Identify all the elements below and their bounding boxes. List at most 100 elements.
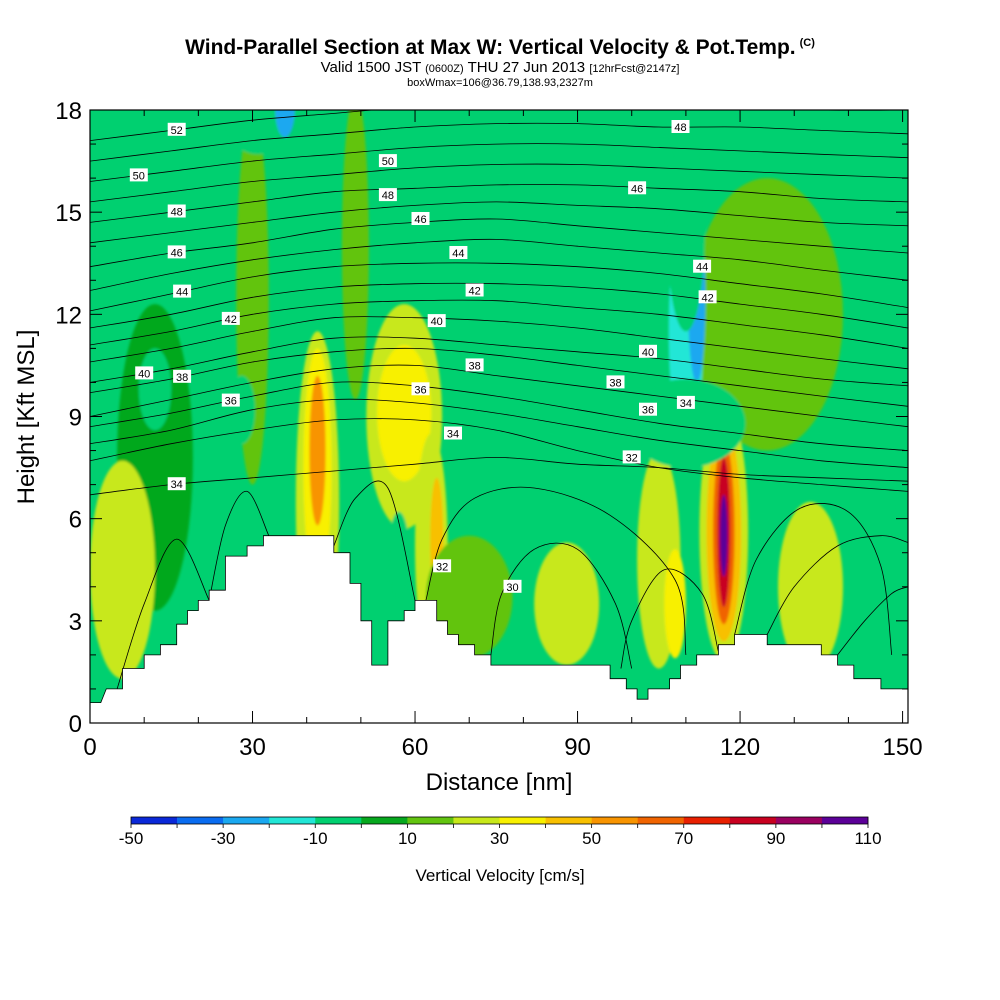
isentrope-line — [620, 568, 719, 669]
colorbar-swatch — [361, 817, 408, 824]
isentrope-line — [90, 418, 908, 492]
svg-text:46: 46 — [631, 183, 643, 195]
svg-text:32: 32 — [626, 452, 638, 464]
svg-text:46: 46 — [171, 247, 183, 259]
svg-text:36: 36 — [642, 405, 654, 417]
isentrope-line — [90, 456, 908, 496]
isentrope-line — [766, 535, 908, 635]
x-tick-label: 30 — [239, 734, 266, 761]
velocity-region — [891, 440, 908, 529]
colorbar-label: Vertical Velocity [cm/s] — [415, 866, 584, 885]
y-axis-label: Height [Kft MSL] — [13, 330, 40, 505]
velocity-region — [691, 178, 843, 451]
svg-text:44: 44 — [696, 262, 708, 274]
isentrope-label: 32 — [433, 559, 452, 573]
colorbar-tick-label: 70 — [674, 829, 693, 848]
x-axis-label: Distance [nm] — [426, 769, 573, 796]
colorbar-swatch — [407, 817, 454, 824]
colorbar-tick-label: 50 — [582, 829, 601, 848]
isentrope-line — [116, 538, 210, 690]
isentrope-label: 46 — [628, 181, 647, 195]
isentrope-label: 44 — [173, 284, 192, 299]
svg-text:36: 36 — [225, 396, 237, 408]
plot-area: 34 36 38 40 42 44 46 48 50 52 32 30 50 48 46 44 42 40 38 36… — [90, 110, 908, 723]
isentrope-label: 40 — [639, 344, 657, 359]
terrain — [90, 535, 908, 723]
isentrope-label: 34 — [167, 477, 186, 491]
x-tick-label: 60 — [402, 734, 429, 761]
isentrope-line — [837, 586, 908, 656]
velocity-region — [778, 501, 843, 672]
isentrope-line — [90, 184, 908, 223]
velocity-region — [534, 542, 600, 666]
svg-text:42: 42 — [701, 292, 713, 304]
isentrope-line — [333, 480, 416, 601]
colorbar-swatch — [453, 817, 500, 824]
colorbar-tick-label: -50 — [119, 829, 144, 848]
svg-text:46: 46 — [414, 214, 426, 226]
colorbar-tick-label: 10 — [398, 829, 417, 848]
isentrope-line — [90, 110, 908, 141]
isentrope-line — [425, 486, 687, 655]
colorbar-swatch — [177, 817, 224, 824]
chart-subtitle: Valid 1500 JST (0600Z) THU 27 Jun 2013 [… — [320, 59, 680, 76]
velocity-regions — [90, 110, 908, 700]
svg-text:40: 40 — [431, 316, 443, 328]
x-tick-label: 150 — [883, 734, 923, 761]
colorbar-swatch — [683, 817, 731, 824]
svg-text:48: 48 — [382, 190, 394, 202]
y-tick-label: 6 — [69, 507, 82, 534]
chart-subtitle-box: boxWmax=106@36.79,138.93,2327m — [407, 77, 593, 89]
colorbar-swatch — [821, 817, 869, 824]
svg-text:32: 32 — [436, 561, 448, 573]
svg-text:50: 50 — [133, 170, 145, 182]
copyright-mark: (C) — [799, 37, 815, 49]
isentrope-line — [90, 143, 908, 182]
svg-text:52: 52 — [171, 125, 183, 137]
colorbar-tick-label: 90 — [766, 829, 785, 848]
isentrope-label: 40 — [135, 366, 154, 380]
velocity-region — [309, 375, 326, 526]
isentrope-label: 52 — [167, 122, 186, 137]
isentrope-line — [90, 163, 908, 203]
isentrope-line — [90, 218, 908, 268]
svg-text:44: 44 — [176, 287, 188, 299]
isentrope-line — [90, 316, 908, 370]
isentrope-label: 50 — [129, 168, 148, 182]
colorbar-swatch — [269, 817, 316, 824]
y-tick-label: 3 — [69, 609, 82, 636]
isentrope-label: 50 — [378, 154, 397, 168]
isentrope-line — [90, 347, 908, 407]
isentrope-label: 36 — [411, 382, 430, 396]
isentrope-label: 36 — [639, 402, 657, 417]
isentrope-label: 38 — [606, 375, 625, 389]
svg-text:38: 38 — [468, 360, 480, 372]
svg-text:30: 30 — [506, 582, 518, 594]
velocity-region — [664, 549, 686, 659]
colorbar-swatch — [223, 817, 270, 824]
velocity-region — [626, 379, 746, 468]
colorbar: -50 -30 -10 10 30 50 70 90 110 — [119, 816, 882, 848]
colorbar-swatch — [545, 817, 592, 824]
isentrope-label: 36 — [221, 393, 240, 408]
colorbar-tick-label: 110 — [854, 829, 881, 848]
colorbar-tick-label: 30 — [490, 829, 509, 848]
velocity-region — [228, 375, 256, 444]
colorbar-swatch — [131, 817, 178, 824]
isentrope-label: 42 — [221, 311, 240, 326]
y-tick-label: 18 — [55, 98, 82, 125]
svg-text:36: 36 — [414, 384, 426, 396]
isentrope-label: 32 — [622, 450, 641, 464]
isentrope-label: 40 — [427, 314, 446, 328]
isentrope-label: 34 — [676, 395, 695, 410]
isentrope-line — [90, 282, 908, 329]
isentrope-line — [90, 262, 908, 312]
svg-text:44: 44 — [452, 248, 464, 260]
isentrope-label: 48 — [167, 204, 186, 219]
velocity-region — [666, 127, 705, 332]
isentrope-line — [90, 201, 908, 244]
isentrope-label: 34 — [444, 426, 462, 441]
isentrope-line — [90, 364, 908, 428]
svg-text:34: 34 — [171, 479, 183, 491]
